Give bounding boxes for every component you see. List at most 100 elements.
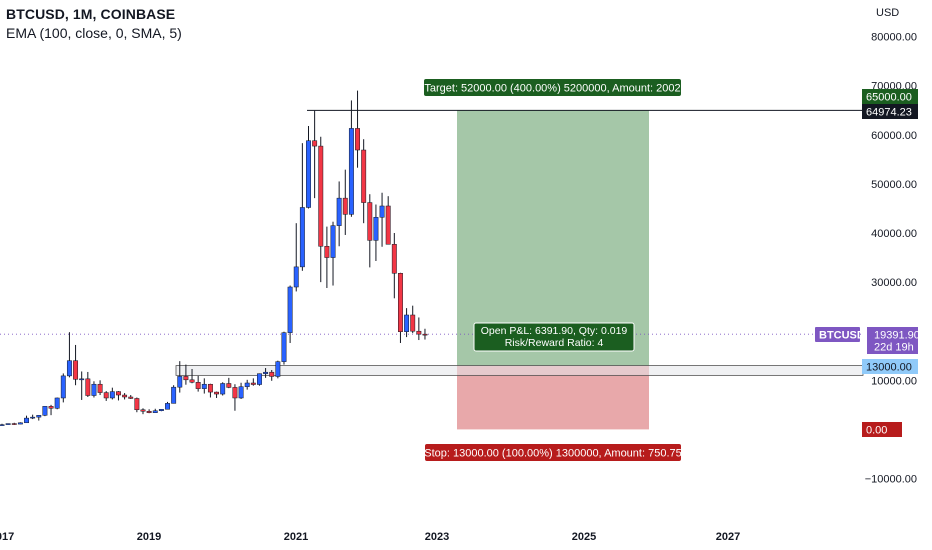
target-price-tag[interactable]: 65000.00 — [862, 89, 918, 104]
candle[interactable] — [318, 136, 324, 283]
candle[interactable] — [269, 369, 275, 381]
candle[interactable] — [287, 285, 293, 343]
candle[interactable] — [293, 223, 299, 292]
candle-body — [299, 207, 305, 268]
candle[interactable] — [398, 272, 403, 343]
candle[interactable] — [263, 368, 269, 378]
candle[interactable] — [422, 328, 428, 340]
candle[interactable] — [342, 169, 348, 235]
candle[interactable] — [48, 404, 54, 416]
candle[interactable] — [128, 395, 134, 399]
candle[interactable] — [11, 422, 17, 425]
candle[interactable] — [0, 423, 5, 426]
candle[interactable] — [54, 397, 60, 410]
stop-price-tag[interactable]: 0.00 — [862, 422, 902, 437]
candle[interactable] — [189, 369, 195, 384]
candle[interactable] — [232, 384, 238, 411]
candle[interactable] — [60, 373, 66, 403]
candle-body — [48, 406, 54, 409]
candle[interactable] — [109, 387, 115, 400]
candle[interactable] — [379, 192, 385, 247]
candle[interactable] — [24, 415, 29, 424]
stop-label[interactable]: Stop: 13000.00 (100.00%) 1300000, Amount… — [424, 444, 682, 461]
candle-body — [0, 424, 5, 426]
candle[interactable] — [97, 380, 103, 396]
entry-price-tag[interactable]: 13000.00 — [862, 359, 918, 374]
candle[interactable] — [207, 383, 213, 398]
time-axis[interactable]: 2017 2019 2021 2023 2025 2027 — [0, 531, 740, 543]
candle[interactable] — [146, 409, 152, 414]
candle[interactable] — [330, 221, 336, 286]
candle[interactable] — [201, 378, 207, 394]
stop-zone[interactable] — [457, 365, 649, 430]
candle[interactable] — [281, 331, 287, 365]
candle[interactable] — [195, 375, 201, 392]
candle-body — [306, 140, 311, 208]
target-label[interactable]: Target: 52000.00 (400.00%) 5200000, Amou… — [424, 79, 681, 96]
symbol-title[interactable]: BTCUSD, 1M, COINBASE — [6, 6, 176, 22]
candle[interactable] — [238, 382, 244, 399]
candle[interactable] — [66, 332, 72, 378]
candle-body — [220, 383, 226, 395]
candle[interactable] — [226, 377, 232, 389]
candle[interactable] — [404, 308, 410, 338]
candle[interactable] — [373, 204, 379, 261]
candle[interactable] — [183, 364, 189, 385]
candle[interactable] — [73, 344, 79, 386]
candle[interactable] — [367, 194, 373, 268]
candle[interactable] — [410, 305, 416, 334]
candle[interactable] — [152, 408, 158, 413]
candle[interactable] — [91, 381, 97, 398]
candle[interactable] — [5, 423, 11, 425]
candle[interactable] — [324, 226, 330, 288]
candle[interactable] — [165, 401, 170, 410]
candle[interactable] — [103, 391, 109, 401]
indicator-title[interactable]: EMA (100, close, 0, SMA, 5) — [6, 25, 182, 41]
candle[interactable] — [244, 379, 250, 390]
candle[interactable] — [116, 391, 121, 401]
candle[interactable] — [275, 360, 281, 379]
candle[interactable] — [17, 422, 23, 425]
candle[interactable] — [336, 181, 342, 247]
price-axis[interactable]: USD80000.0070000.0060000.0050000.0040000… — [815, 7, 920, 486]
candle[interactable] — [361, 139, 367, 224]
candle[interactable] — [177, 361, 183, 393]
candle[interactable] — [250, 378, 256, 386]
candle[interactable] — [257, 373, 262, 386]
candle[interactable] — [42, 406, 48, 417]
candle[interactable] — [391, 233, 397, 299]
price-tick-label: −10000.00 — [865, 474, 917, 486]
candle[interactable] — [171, 385, 177, 404]
candle[interactable] — [122, 393, 128, 400]
candle[interactable] — [348, 100, 354, 217]
candle[interactable] — [355, 90, 360, 168]
price-tick-label: 10000.00 — [871, 375, 917, 387]
candle[interactable] — [312, 110, 318, 199]
candle[interactable] — [299, 143, 305, 271]
candle[interactable] — [220, 382, 226, 396]
candle-body — [410, 314, 416, 332]
candle[interactable] — [385, 196, 391, 245]
candle-body — [361, 149, 367, 203]
candle[interactable] — [30, 414, 36, 420]
chart-overlay-layer: Target: 52000.00 (400.00%) 5200000, Amou… — [424, 79, 682, 461]
candle-body — [373, 217, 379, 241]
symbol-tag[interactable]: BTCUSD — [815, 327, 865, 342]
candle[interactable] — [85, 371, 91, 397]
pnl-label[interactable]: Open P&L: 6391.90, Qty: 0.019Risk/Reward… — [473, 322, 635, 352]
candle[interactable] — [416, 317, 422, 341]
candle[interactable] — [158, 409, 164, 412]
candle[interactable] — [214, 391, 220, 398]
candle-body — [250, 382, 256, 385]
high-line-tag[interactable]: 64974.23 — [862, 104, 918, 119]
candle[interactable] — [306, 125, 311, 209]
candle[interactable] — [36, 415, 42, 421]
pnl-line-2: Risk/Reward Ratio: 4 — [505, 337, 604, 349]
candle[interactable] — [79, 371, 85, 400]
candle-body — [287, 286, 293, 333]
candle-body — [73, 360, 79, 380]
candle[interactable] — [140, 408, 146, 415]
candle[interactable] — [134, 397, 140, 413]
